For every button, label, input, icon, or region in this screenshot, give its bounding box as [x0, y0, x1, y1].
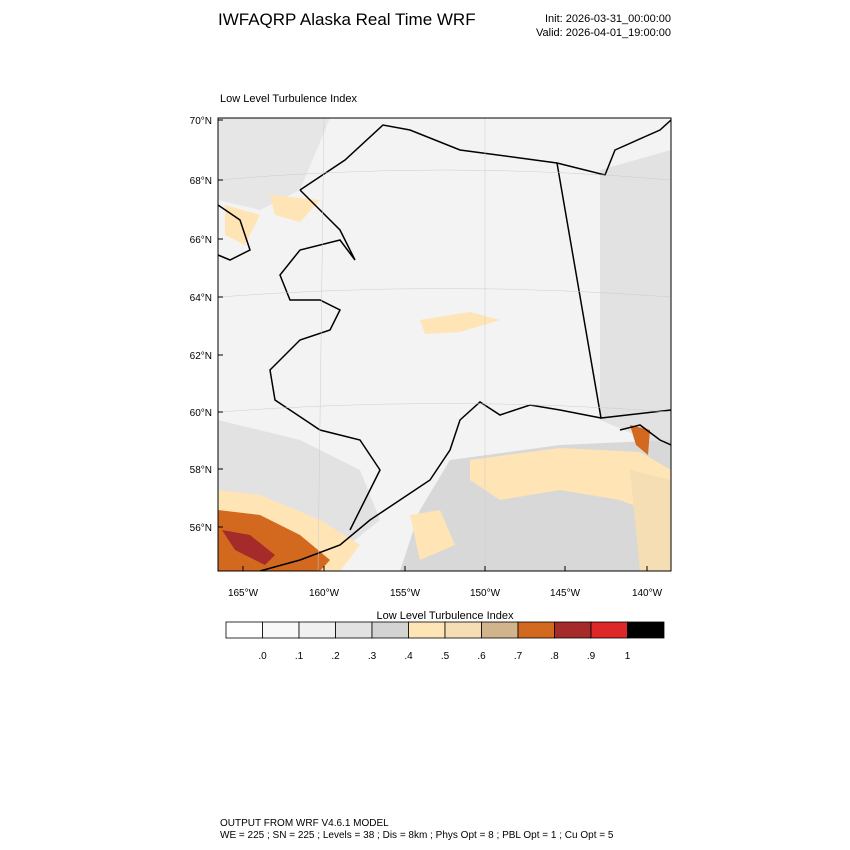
colorbar-box	[298, 621, 336, 639]
colorbar-box	[517, 621, 555, 639]
colorbar-label: .0	[258, 651, 267, 662]
colorbar-label: .1	[295, 651, 304, 662]
colorbar-label: .3	[368, 651, 377, 662]
lon-label: 150°W	[470, 588, 501, 599]
colorbar-label: .4	[404, 651, 413, 662]
footer-line: WE = 225 ; SN = 225 ; Levels = 38 ; Dis …	[220, 830, 614, 841]
colorbar-box	[335, 621, 373, 639]
lon-label: 145°W	[550, 588, 581, 599]
colorbar-box	[408, 621, 446, 639]
lon-label: 165°W	[228, 588, 259, 599]
map-field	[218, 118, 671, 571]
lat-label: 64°N	[190, 293, 212, 304]
colorbar-box	[590, 621, 628, 639]
map-frame	[217, 117, 672, 572]
colorbar-label: .8	[550, 651, 559, 662]
colorbar-box	[627, 621, 665, 639]
main-title: IWFAQRP Alaska Real Time WRF	[218, 10, 476, 29]
colorbar-box	[554, 621, 592, 639]
lon-label: 160°W	[309, 588, 340, 599]
lon-label: 140°W	[632, 588, 663, 599]
colorbar-label: .9	[587, 651, 596, 662]
lon-label: 155°W	[390, 588, 421, 599]
colorbar-box	[444, 621, 482, 639]
colorbar-box	[262, 621, 300, 639]
colorbar-box	[481, 621, 519, 639]
lat-label: 66°N	[190, 235, 212, 246]
colorbar-label: 1	[625, 651, 631, 662]
map-title: Low Level Turbulence Index	[220, 93, 357, 105]
lat-label: 56°N	[190, 523, 212, 534]
colorbar-label: .7	[514, 651, 523, 662]
colorbar-title: Low Level Turbulence Index	[377, 610, 514, 622]
lat-label: 58°N	[190, 465, 212, 476]
colorbar-box	[225, 621, 263, 639]
lat-label: 70°N	[190, 116, 212, 127]
footer-line: OUTPUT FROM WRF V4.6.1 MODEL	[220, 818, 389, 829]
colorbar-label: .2	[331, 651, 340, 662]
lat-label: 68°N	[190, 176, 212, 187]
colorbar-label: .6	[477, 651, 486, 662]
lat-label: 62°N	[190, 351, 212, 362]
init-time: Init: 2026-03-31_00:00:00	[545, 13, 671, 25]
colorbar-label: .5	[441, 651, 450, 662]
lat-label: 60°N	[190, 408, 212, 419]
valid-time: Valid: 2026-04-01_19:00:00	[536, 27, 671, 39]
colorbar-box	[371, 621, 409, 639]
